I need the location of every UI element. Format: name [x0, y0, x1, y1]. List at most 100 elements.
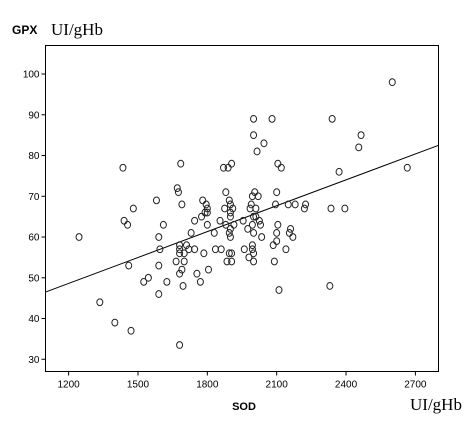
data-point [111, 318, 119, 327]
data-point [355, 143, 363, 152]
data-point [230, 220, 238, 229]
data-point [75, 233, 83, 241]
data-point [203, 208, 211, 217]
data-point [226, 212, 234, 221]
data-point [176, 249, 184, 258]
data-point [222, 220, 230, 229]
data-point [250, 257, 258, 266]
data-point [255, 216, 263, 225]
data-point [129, 204, 137, 213]
data-point [250, 249, 258, 258]
data-point [228, 249, 236, 258]
data-point [260, 139, 268, 148]
data-point [178, 200, 186, 209]
data-point [203, 204, 211, 213]
data-point [200, 249, 208, 258]
data-point [250, 114, 258, 123]
data-point [178, 265, 186, 274]
y-tick-label: 80 [28, 151, 40, 162]
y-tick-label: 50 [28, 273, 40, 284]
y-tick-label: 70 [28, 192, 40, 203]
data-point [245, 253, 253, 262]
regression-line [45, 144, 439, 293]
data-point [273, 237, 281, 246]
data-point [202, 200, 210, 209]
data-point [277, 163, 285, 172]
data-point [300, 204, 308, 213]
data-point [273, 229, 281, 237]
data-point [287, 224, 295, 233]
data-point [289, 233, 297, 241]
data-point [335, 167, 343, 176]
data-point [226, 208, 234, 217]
data-point [173, 184, 181, 193]
data-point [341, 204, 349, 213]
data-point [220, 163, 228, 172]
data-point [253, 147, 261, 156]
data-point [250, 131, 258, 140]
x-tick-label: 1200 [57, 380, 80, 391]
data-point [179, 282, 187, 290]
data-point [196, 277, 204, 286]
data-point [273, 188, 281, 197]
data-point [248, 245, 256, 254]
data-point [250, 212, 258, 221]
plot-area [45, 78, 439, 349]
data-point [270, 257, 278, 266]
data-point [187, 229, 195, 237]
data-point [250, 229, 258, 237]
x-tick-label: 2700 [404, 380, 427, 391]
data-point [156, 245, 164, 254]
data-point [225, 196, 233, 205]
data-point [247, 200, 255, 209]
y-axis-ticks: 30 40 50 60 70 80 90 100 [23, 70, 46, 366]
data-point [326, 282, 334, 290]
data-point [274, 220, 282, 229]
x-axis-label: SOD [232, 401, 256, 413]
data-point [193, 269, 201, 278]
x-axis-unit: UI/gHb [410, 395, 462, 414]
data-point [180, 257, 188, 266]
data-point [177, 159, 185, 168]
data-point [217, 245, 225, 254]
data-point [210, 229, 218, 237]
data-point [176, 269, 184, 278]
data-point [258, 233, 266, 241]
data-point [174, 188, 182, 197]
data-point [282, 245, 290, 254]
data-point [180, 249, 188, 258]
data-point [159, 220, 167, 229]
data-point [176, 241, 184, 250]
y-tick-label: 90 [28, 110, 40, 121]
data-point [248, 220, 256, 229]
data-point [291, 200, 299, 209]
data-point [254, 192, 262, 201]
data-point [284, 200, 292, 209]
y-tick-label: 40 [28, 314, 40, 325]
data-point [119, 163, 127, 172]
data-point [155, 290, 163, 298]
data-point [275, 286, 283, 294]
data-point [248, 241, 256, 250]
data-point [144, 273, 152, 282]
x-tick-label: 2100 [266, 380, 289, 391]
data-point [403, 163, 411, 172]
x-tick-label: 1800 [196, 380, 219, 391]
data-point [225, 229, 233, 237]
plot-frame [45, 45, 439, 372]
data-point [244, 224, 252, 233]
data-point [204, 265, 212, 274]
data-point [226, 200, 234, 209]
y-tick-label: 30 [28, 355, 40, 366]
data-point [229, 204, 237, 213]
y-tick-label: 100 [23, 70, 40, 81]
data-point [328, 114, 336, 123]
data-point [226, 233, 234, 241]
data-point [172, 257, 180, 266]
x-tick-label: 1500 [127, 380, 150, 391]
data-point [163, 277, 171, 286]
data-point [268, 114, 276, 123]
data-point [223, 257, 231, 266]
data-point [155, 261, 163, 270]
